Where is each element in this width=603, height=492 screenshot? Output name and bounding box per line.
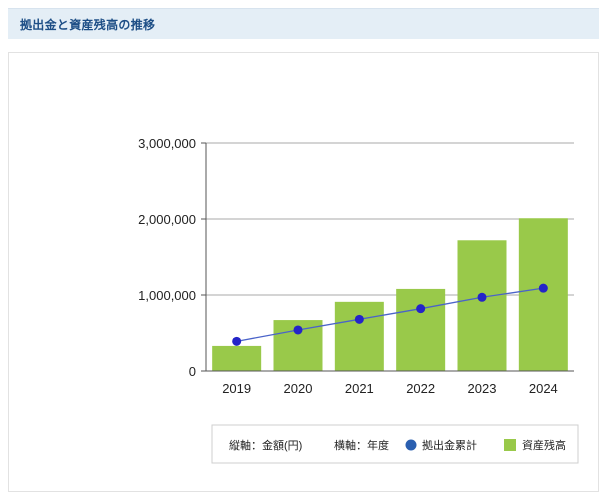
point-contribution-2022 xyxy=(416,304,426,314)
axis-layer xyxy=(201,142,574,372)
legend-label-contribution: 拠出金累計 xyxy=(422,438,477,452)
label-layer: 0 1,000,000 2,000,000 3,000,000 2019 2020 2021… xyxy=(138,136,558,396)
section-header: 拠出金と資産残高の推移 xyxy=(8,8,599,39)
y-tick-label: 3,000,000 xyxy=(138,136,196,151)
legend-x-axis-note: 横軸：年度 xyxy=(334,438,389,452)
x-tick-label: 2023 xyxy=(468,381,497,396)
point-contribution-2020 xyxy=(293,325,303,335)
x-tick-label: 2021 xyxy=(345,381,374,396)
legend: 縦軸：金額(円) 横軸：年度 拠出金累計 資産残高 xyxy=(211,424,579,464)
section-title: 拠出金と資産残高の推移 xyxy=(20,18,156,32)
point-contribution-2019 xyxy=(232,336,242,346)
legend-label-assets: 資産残高 xyxy=(522,438,566,452)
x-tick-label: 2022 xyxy=(406,381,435,396)
y-tick-label: 1,000,000 xyxy=(138,288,196,303)
legend-marker-contribution xyxy=(405,439,417,451)
x-tick-label: 2019 xyxy=(222,381,251,396)
legend-box xyxy=(211,424,579,464)
bar-2024 xyxy=(518,218,568,371)
point-contribution-2023 xyxy=(477,292,487,302)
grid-layer xyxy=(206,142,574,296)
x-tick-label: 2024 xyxy=(529,381,558,396)
bar-2019 xyxy=(212,345,262,371)
bar-2022 xyxy=(396,288,446,371)
point-contribution-2024 xyxy=(538,283,548,293)
bar-2023 xyxy=(457,240,507,371)
y-tick-label: 0 xyxy=(189,364,196,379)
bar-layer xyxy=(212,218,568,371)
point-contribution-2021 xyxy=(354,314,364,324)
line-layer xyxy=(232,283,548,346)
bar-2021 xyxy=(334,301,384,371)
legend-swatch-assets xyxy=(504,439,516,451)
x-tick-label: 2020 xyxy=(284,381,313,396)
chart: 0 1,000,000 2,000,000 3,000,000 2019 2020 2021… xyxy=(138,136,579,464)
line-contribution xyxy=(236,287,544,342)
y-tick-label: 2,000,000 xyxy=(138,212,196,227)
legend-y-axis-note: 縦軸：金額(円) xyxy=(229,438,302,452)
